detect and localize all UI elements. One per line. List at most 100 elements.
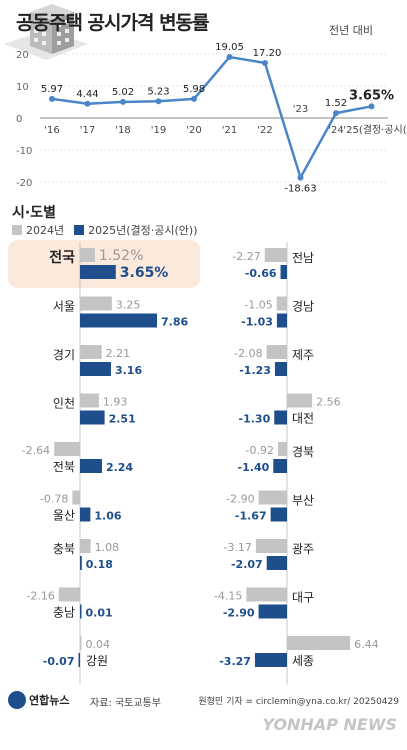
bar-2025 <box>274 362 287 376</box>
value-label-2024: 2.21 <box>106 347 130 360</box>
bar-2024 <box>80 248 95 262</box>
value-label-2025: -2.07 <box>231 558 263 571</box>
region-label: 전국 <box>49 249 75 266</box>
value-label-2025: 2.51 <box>109 413 136 426</box>
value-label-2024: 0.04 <box>86 638 111 651</box>
building-icon <box>4 4 88 60</box>
value-label-2025: -1.03 <box>241 316 273 329</box>
y-tick-label: 20 <box>16 50 29 61</box>
x-tick-label: '18 <box>115 125 130 136</box>
value-label-2025: 0.18 <box>86 558 113 571</box>
region-label: 대구 <box>292 591 314 605</box>
bar-2025 <box>80 410 105 425</box>
x-tick-label: '16 <box>44 125 59 136</box>
value-label-2025: 2.24 <box>106 461 133 474</box>
region-label: 경기 <box>53 348 75 362</box>
y-tick-label: 0 <box>16 114 22 125</box>
value-label-2025: -3.27 <box>219 655 251 668</box>
data-point <box>84 100 91 107</box>
legend-swatch-2024 <box>12 225 22 235</box>
bar-2024 <box>58 587 80 602</box>
bar-2025 <box>80 604 82 619</box>
data-point <box>297 174 304 181</box>
region-label: 서울 <box>53 300 75 314</box>
region-label: 광주 <box>292 542 314 556</box>
bar-2025 <box>258 604 287 619</box>
legend: 2024년 2025년(결정·공시(안)) <box>12 222 198 238</box>
data-point <box>120 98 126 105</box>
bar-2024 <box>287 393 313 408</box>
data-label: 4.44 <box>76 89 98 100</box>
value-label-2025: -1.30 <box>239 413 271 426</box>
bar-2024 <box>246 587 287 602</box>
region-bar-chart: 1.52%3.65% 전국 3.25 7.86 서울 2.21 3.16 경기 1.93 2.51… <box>22 242 379 685</box>
bar-2025 <box>280 265 287 279</box>
x-tick-label: '20 <box>186 125 201 136</box>
legend-label-2025: 2025년(결정·공시(안)) <box>88 224 198 237</box>
data-label: 5.02 <box>112 87 134 98</box>
x-tick-label: '21 <box>222 125 237 136</box>
data-label: 5.23 <box>147 86 169 97</box>
bar-2024 <box>287 636 351 650</box>
value-label-2024: -3.17 <box>223 541 251 554</box>
data-label: 19.05 <box>215 42 244 53</box>
data-point <box>368 103 375 110</box>
value-label-2024: -2.27 <box>232 250 260 263</box>
bar-2024 <box>54 442 80 456</box>
value-label-2025: 0.01 <box>86 607 113 620</box>
value-label-2024: 2.56 <box>316 396 341 409</box>
data-point <box>333 110 339 117</box>
region-label: 울산 <box>53 509 75 523</box>
value-label-2025: 7.86 <box>161 316 188 329</box>
data-point <box>191 95 197 102</box>
data-point <box>49 95 55 102</box>
region-label: 부산 <box>292 494 314 508</box>
bar-2025 <box>80 459 102 473</box>
bar-2024 <box>80 345 102 359</box>
bar-2024 <box>80 539 91 553</box>
series-line <box>51 55 372 181</box>
x-tick-label: '24 <box>328 125 343 136</box>
value-label-2024: -0.78 <box>40 493 68 506</box>
region-label: 충북 <box>53 542 75 556</box>
bar-2024 <box>276 296 287 311</box>
value-label-2025: 3.16 <box>115 364 142 377</box>
x-tick-label: '22 <box>257 125 272 136</box>
bar-2025 <box>78 653 80 667</box>
x-tick-label: '23 <box>293 104 308 115</box>
value-label-2024: 1.52% <box>99 248 143 264</box>
data-point <box>155 98 162 105</box>
line-chart: 20 10 0 -10 -20 5.97 4.44 5.02 5.23 5.98 19.05 17.2… <box>16 42 407 195</box>
value-label-2024: -4.15 <box>214 590 242 603</box>
bar-2025 <box>273 459 287 473</box>
watermark: YONHAP NEWS <box>262 715 397 734</box>
y-tick-label: -10 <box>16 146 32 157</box>
source-note: 자료: 국토교통부 <box>90 698 161 709</box>
region-label: 세종 <box>292 654 314 668</box>
region-label: 전북 <box>53 460 75 474</box>
data-label: 17.20 <box>253 48 282 59</box>
bar-2025 <box>80 265 116 279</box>
bar-2024 <box>80 393 99 408</box>
data-label: 3.65% <box>349 88 394 103</box>
bar-2024 <box>266 345 287 359</box>
data-label: 5.97 <box>41 84 63 95</box>
bar-2024 <box>72 490 80 505</box>
value-label-2025: -2.90 <box>223 607 255 620</box>
bar-2024 <box>80 636 82 650</box>
region-label: 대전 <box>292 412 314 426</box>
value-label-2025: -1.23 <box>239 364 271 377</box>
bar-2025 <box>80 362 111 376</box>
yonhap-logo-icon <box>8 691 26 709</box>
national-highlight <box>8 240 200 288</box>
region-label: 경북 <box>292 445 314 459</box>
region-label: 충남 <box>53 606 75 620</box>
bar-2025 <box>274 410 287 425</box>
data-label: 1.52 <box>325 98 347 109</box>
value-label-2025: -0.07 <box>43 655 75 668</box>
data-label: 5.98 <box>183 84 205 95</box>
legend-label-2024: 2024년 <box>26 224 65 237</box>
bar-2024 <box>277 442 287 456</box>
region-label: 인천 <box>53 396 75 411</box>
value-label-2024: 6.44 <box>354 638 379 651</box>
